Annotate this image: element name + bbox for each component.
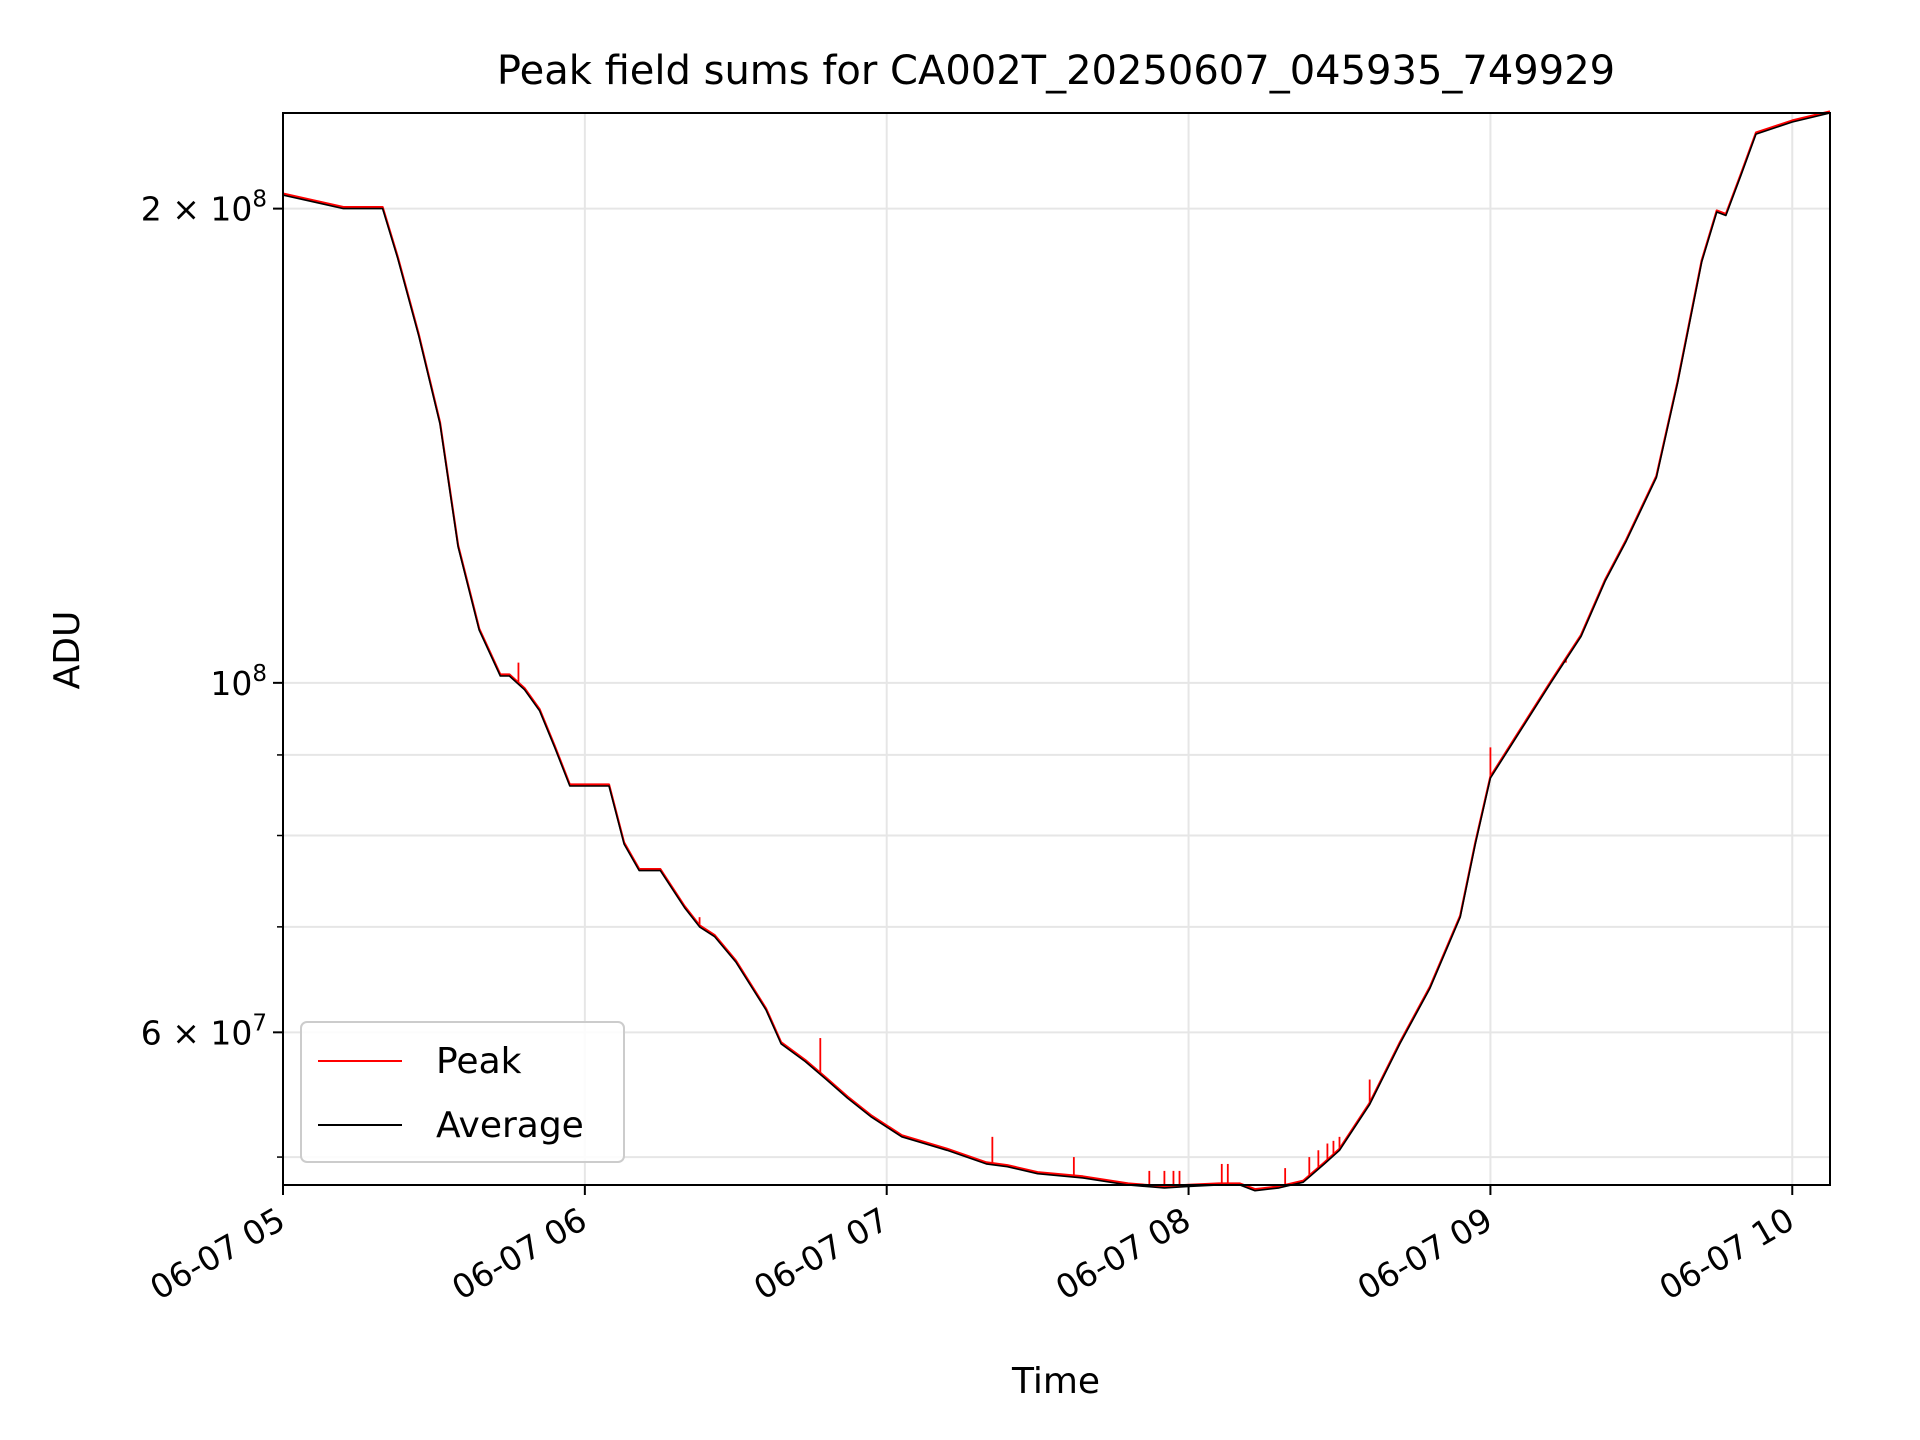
chart-title: Peak field sums for CA002T_20250607_0459… bbox=[497, 48, 1615, 94]
legend-label-average: Average bbox=[436, 1105, 584, 1146]
legend-label-peak: Peak bbox=[436, 1041, 522, 1082]
y-tick-label: 6 × 107 bbox=[141, 1010, 267, 1052]
x-axis: 06-07 05 06-07 06 06-07 07 06-07 08 06-07 09… bbox=[143, 1185, 1801, 1308]
average-series-line bbox=[282, 112, 1831, 1192]
x-tick-label: 06-07 06 bbox=[445, 1200, 593, 1308]
y-axis: 2 × 108 108 6 × 107 bbox=[141, 187, 283, 1158]
x-tick-label: 06-07 09 bbox=[1351, 1200, 1499, 1308]
plot-frame bbox=[282, 112, 1831, 1186]
y-tick-label: 2 × 108 bbox=[141, 187, 267, 229]
x-tick-label: 06-07 07 bbox=[747, 1200, 895, 1308]
grid-lines bbox=[282, 113, 1830, 1185]
y-axis-label: ADU bbox=[47, 611, 88, 690]
legend-box bbox=[300, 1021, 625, 1163]
y-tick-label: 108 bbox=[210, 661, 267, 703]
x-tick-label: 06-07 10 bbox=[1653, 1200, 1801, 1308]
legend: Peak Average bbox=[300, 1021, 625, 1163]
x-tick-label: 06-07 08 bbox=[1049, 1200, 1197, 1308]
x-axis-label: Time bbox=[1011, 1361, 1100, 1402]
average-series-group bbox=[282, 112, 1831, 1192]
x-tick-label: 06-07 05 bbox=[143, 1200, 291, 1308]
